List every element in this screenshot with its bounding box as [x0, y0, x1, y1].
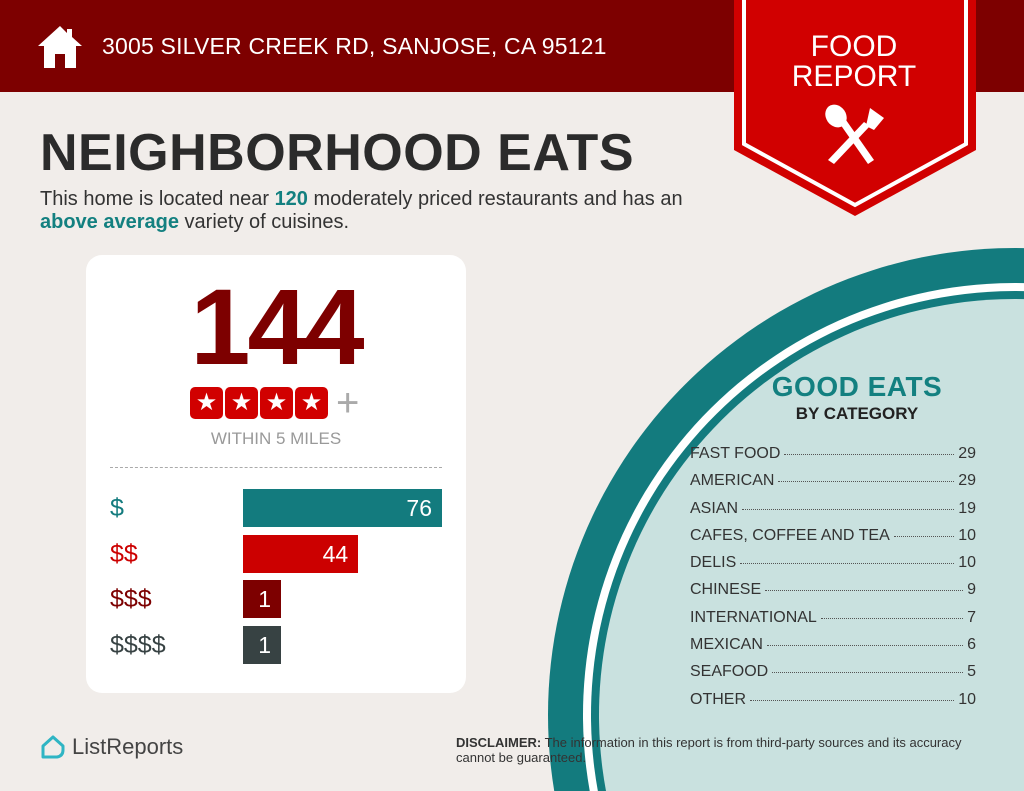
price-level-bar: 1	[243, 625, 281, 664]
property-address: 3005 SILVER CREEK RD, SANJOSE, CA 95121	[102, 33, 607, 59]
listreports-logo-icon	[41, 735, 65, 759]
leader-dots	[742, 508, 955, 510]
leader-dots	[750, 699, 955, 701]
category-name: SEAFOOD	[690, 663, 769, 681]
radius-label: WITHIN 5 MILES	[210, 429, 342, 448]
star-icon: ★	[225, 387, 258, 419]
category-count: 29	[958, 472, 976, 490]
category-name: CHINESE	[690, 581, 762, 599]
category-count: 6	[967, 636, 976, 654]
plus-icon: +	[336, 381, 360, 425]
price-level-row: $76	[110, 489, 450, 527]
category-count: 5	[967, 663, 976, 681]
home-icon	[38, 26, 82, 68]
price-level-bar: 1	[243, 580, 281, 618]
disclaimer: DISCLAIMER: The information in this repo…	[456, 735, 996, 765]
category-item: AMERICAN 29	[690, 471, 976, 498]
category-item: ASIAN 19	[690, 499, 976, 526]
star-icon: ★	[295, 387, 328, 419]
category-count: 7	[967, 608, 976, 626]
badge-line2: REPORT	[791, 60, 917, 93]
leader-dots	[740, 563, 955, 565]
leader-dots	[784, 454, 955, 455]
intro-text: This home is located near 120 moderately…	[40, 188, 730, 234]
star-icon: ★	[190, 387, 223, 419]
leader-dots	[772, 672, 964, 674]
intro-part3: variety of cuisines.	[178, 211, 350, 233]
star-rating: ★ ★ ★ ★	[190, 387, 328, 419]
divider	[110, 467, 442, 468]
price-level-bar: 44	[243, 534, 359, 573]
price-level-row: $$$$ 1	[110, 625, 450, 664]
category-item: OTHER 10	[690, 690, 976, 717]
category-name: DELIS	[690, 554, 737, 572]
spoon-fork-icon	[825, 104, 884, 164]
food-report-ribbon	[734, 0, 976, 216]
brand-name: ListReports	[72, 734, 184, 759]
category-name: CAFES, COFFEE AND TEA	[690, 526, 890, 544]
disclaimer-label: DISCLAIMER:	[456, 735, 542, 750]
price-level-row: $$ 44	[110, 534, 450, 573]
category-item: MEXICAN 6	[690, 635, 976, 662]
category-name: MEXICAN	[690, 636, 763, 654]
category-name: INTERNATIONAL	[690, 608, 817, 626]
price-level-label: $$	[110, 539, 138, 568]
leader-dots	[820, 617, 964, 619]
category-item: DELIS 10	[690, 553, 976, 580]
restaurant-count: 120	[274, 188, 308, 210]
category-item: INTERNATIONAL 7	[690, 608, 976, 635]
category-count: 19	[958, 499, 976, 517]
leader-dots	[778, 481, 955, 483]
leader-dots	[893, 535, 955, 537]
price-level-label: $$$	[110, 585, 152, 613]
category-item: SEAFOOD 5	[690, 662, 976, 689]
star-icon: ★	[260, 387, 293, 419]
summary-card: 144 ★ ★ ★ ★ + WITHIN 5 MILES $76 $$ 44 $$$ 1 $$$…	[86, 255, 466, 693]
category-item: CAFES, COFFEE AND TEA 10	[690, 526, 976, 553]
food-report-label: FOOD REPORT	[734, 32, 974, 92]
price-level-label: $$$$	[110, 630, 166, 659]
category-name: FAST FOOD	[690, 445, 781, 462]
categories-title: GOOD EATS	[771, 371, 943, 402]
category-count: 10	[958, 554, 976, 572]
listreports-logo: ListReports	[40, 734, 183, 760]
category-name: ASIAN	[690, 499, 739, 517]
disclaimer-text: The information in this report is from t…	[456, 735, 962, 765]
leader-dots	[765, 590, 964, 592]
category-list: FAST FOOD 29 AMERICAN 29 ASIAN 19 CAFES, COFFE…	[690, 444, 976, 717]
total-restaurants: 144	[190, 266, 364, 387]
category-name: OTHER	[690, 690, 746, 708]
categories-subtitle: BY CATEGORY	[795, 404, 919, 423]
category-item: FAST FOOD 29	[690, 444, 976, 471]
badge-line1: FOOD	[810, 30, 898, 63]
category-count: 9	[967, 581, 976, 599]
intro-part1: This home is located near	[40, 188, 275, 210]
category-item: CHINESE 9	[690, 580, 976, 607]
intro-part2: moderately priced restaurants and has an	[307, 188, 683, 210]
category-count: 10	[958, 690, 976, 708]
category-count: 29	[958, 445, 976, 462]
category-count: 10	[958, 526, 976, 544]
price-level-label: $	[110, 494, 124, 522]
category-name: AMERICAN	[690, 472, 775, 490]
price-level-bar: 76	[243, 489, 442, 527]
price-level-row: $$$ 1	[110, 580, 450, 618]
variety-rating: above average	[40, 211, 179, 233]
leader-dots	[766, 645, 964, 647]
page-title: NEIGHBORHOOD EATS	[40, 124, 635, 182]
